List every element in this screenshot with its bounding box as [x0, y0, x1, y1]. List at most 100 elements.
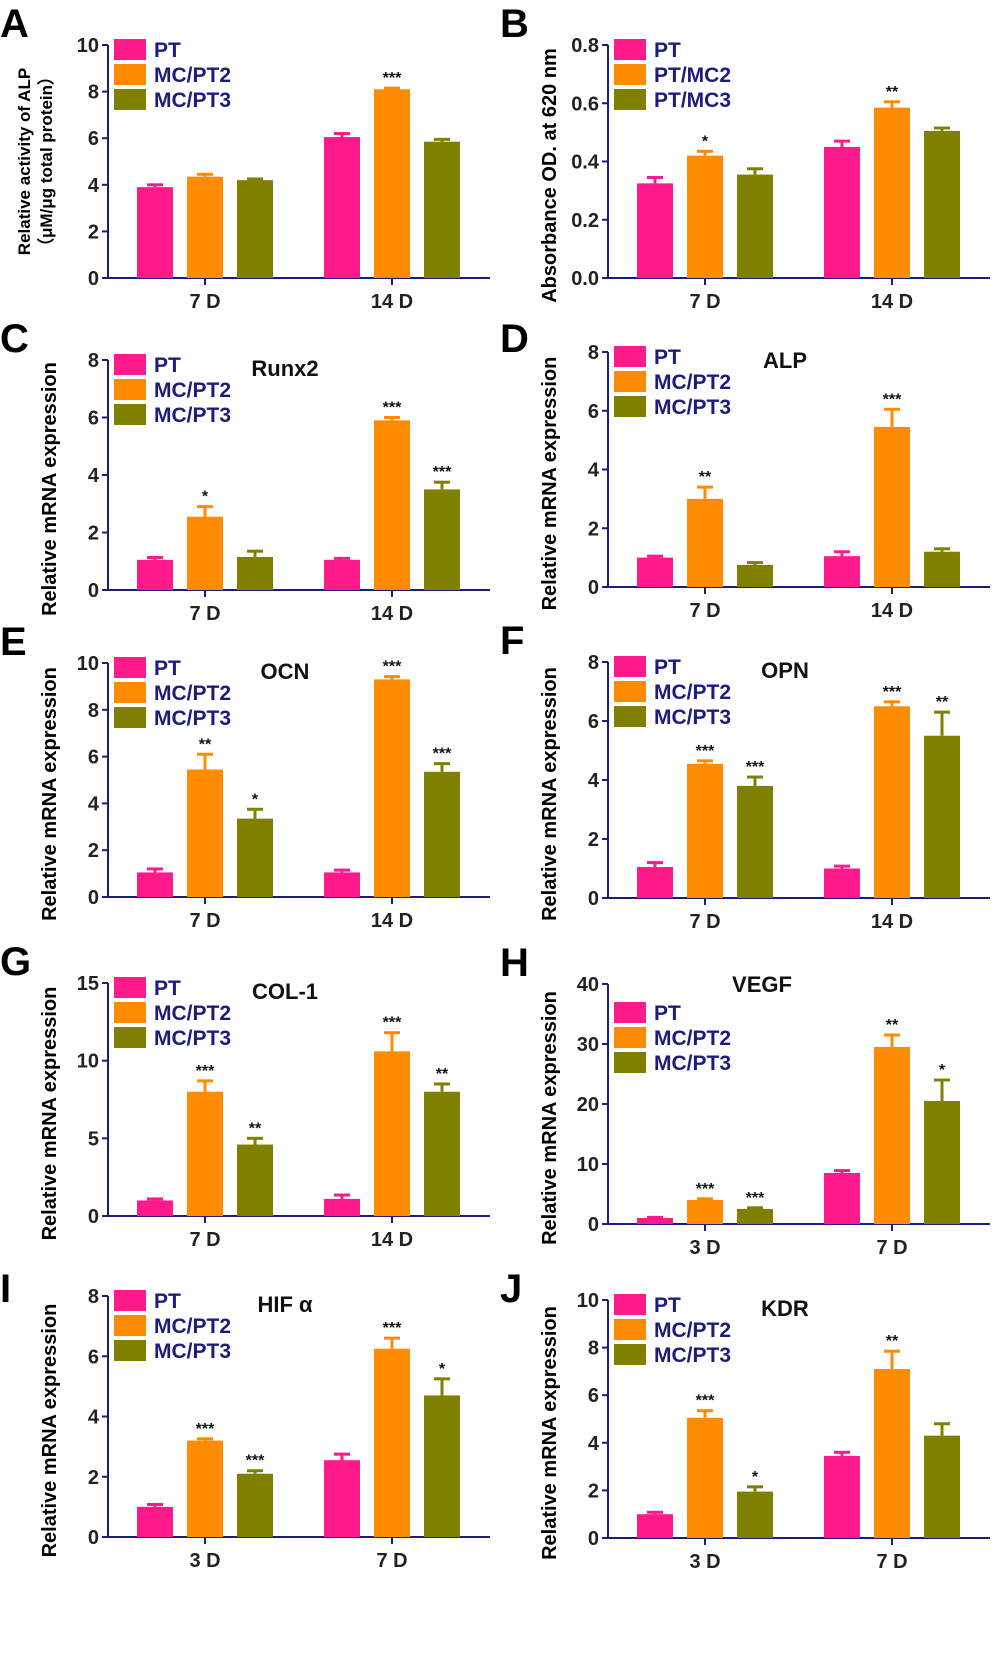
- significance-label: ***: [696, 1393, 715, 1410]
- bar-pt: [824, 556, 860, 587]
- legend-swatch: [614, 706, 646, 727]
- legend-label: PT: [154, 657, 181, 680]
- x-tick-label: 7 D: [876, 1551, 907, 1573]
- y-tick-label: 6: [88, 128, 99, 150]
- legend-swatch: [614, 64, 646, 85]
- significance-label: ***: [746, 1190, 765, 1207]
- bar-mc-pt2: [874, 1047, 910, 1224]
- x-tick-label: 7 D: [189, 1229, 220, 1251]
- legend-swatch: [114, 657, 146, 678]
- bar-mc-pt3: [237, 556, 273, 590]
- panel-I: I Relative mRNA expression 0 2 4 6 8 3 D *** *** 7…: [0, 1267, 500, 1678]
- legend-label: MC/PT3: [154, 89, 231, 112]
- panel-letter: J: [500, 1270, 522, 1311]
- legend-swatch: [114, 1027, 146, 1048]
- x-tick-label: 7 D: [189, 910, 220, 932]
- legend-swatch: [114, 89, 146, 110]
- significance-label: **: [936, 694, 949, 711]
- chart-svg: C Relative mRNA expression 0 2 4 6 8 7 D * 14 D **…: [0, 317, 490, 625]
- legend-swatch: [114, 1002, 146, 1023]
- y-tick-label: 2: [88, 523, 99, 545]
- legend-swatch: [114, 64, 146, 85]
- bar-mc-pt2: [687, 1200, 723, 1224]
- gene-title: COL-1: [252, 979, 318, 1004]
- panel-letter: E: [0, 620, 27, 664]
- bar-mc-pt3: [737, 785, 773, 898]
- y-tick-label: 2: [588, 1480, 599, 1502]
- gene-title: OPN: [761, 658, 809, 683]
- legend-label: MC/PT2: [654, 1027, 731, 1050]
- legend-swatch: [614, 681, 646, 702]
- y-tick-label: 2: [88, 221, 99, 243]
- bar-pt-mc2: [874, 107, 910, 279]
- y-tick-label: 6: [88, 408, 99, 430]
- y-tick-label: 4: [88, 465, 100, 487]
- bar-pt: [137, 872, 173, 897]
- y-tick-label: 5: [88, 1128, 99, 1150]
- legend-label: PT: [154, 1290, 181, 1313]
- panel-letter: G: [0, 940, 31, 984]
- legend-swatch: [614, 1027, 646, 1048]
- y-axis-label: Relative mRNA expression: [539, 357, 561, 611]
- significance-label: *: [752, 1469, 759, 1486]
- x-tick-label: 7 D: [189, 291, 220, 313]
- y-axis-label: Relative activity of ALP: [15, 68, 34, 255]
- chart-svg: D Relative mRNA expression 0 2 4 6 8 7 D ** 14 D *…: [500, 317, 990, 622]
- gene-title: ALP: [763, 348, 807, 373]
- x-tick-label: 7 D: [689, 291, 720, 313]
- legend-label: MC/PT2: [654, 1319, 731, 1342]
- y-tick-label: 0: [588, 1528, 599, 1550]
- panel-G: G Relative mRNA expression 0 5 10 15 7 D *** ** 1…: [0, 940, 500, 1270]
- significance-label: ***: [196, 1063, 215, 1080]
- y-tick-label: 10: [77, 35, 99, 57]
- y-tick-label: 4: [88, 793, 100, 815]
- legend-label: MC/PT2: [154, 1002, 231, 1025]
- significance-label: *: [252, 791, 259, 808]
- y-tick-label: 2: [588, 518, 599, 540]
- panel-letter: H: [500, 941, 529, 985]
- legend-label: PT: [654, 346, 681, 369]
- legend-swatch: [614, 1052, 646, 1073]
- y-tick-label: 0: [588, 888, 599, 910]
- y-axis-label: Relative mRNA expression: [539, 991, 561, 1245]
- y-tick-label: 0.6: [571, 93, 599, 115]
- gene-title: Runx2: [251, 356, 318, 381]
- y-tick-label: 0.0: [571, 268, 599, 290]
- legend-swatch: [114, 977, 146, 998]
- legend-label: MC/PT2: [654, 371, 731, 394]
- y-tick-label: 6: [88, 1346, 99, 1368]
- gene-title: VEGF: [732, 972, 792, 997]
- bar-pt-mc2: [687, 155, 723, 278]
- significance-label: ***: [246, 1453, 265, 1470]
- significance-label: ***: [433, 746, 452, 763]
- bar-pt: [137, 1200, 173, 1216]
- legend-label: MC/PT3: [154, 707, 231, 730]
- y-tick-label: 0.4: [571, 152, 600, 174]
- y-tick-label: 0: [588, 577, 599, 599]
- bar-pt: [637, 1218, 673, 1224]
- y-tick-label: 2: [88, 840, 99, 862]
- legend-swatch: [614, 1319, 646, 1340]
- significance-label: ***: [383, 400, 402, 417]
- legend-label: PT: [654, 656, 681, 679]
- x-tick-label: 3 D: [689, 1237, 720, 1259]
- bar-mc-pt3: [237, 1144, 273, 1216]
- significance-label: ***: [383, 1320, 402, 1337]
- bar-mc-pt3: [924, 551, 960, 587]
- legend-swatch: [114, 39, 146, 60]
- y-tick-label: 20: [577, 1094, 599, 1116]
- chart-svg: F Relative mRNA expression 0 2 4 6 8 7 D *** *** 1…: [500, 619, 990, 933]
- bar-mc-pt3: [424, 771, 460, 897]
- y-tick-label: 2: [88, 1467, 99, 1489]
- significance-label: ***: [883, 684, 902, 701]
- bar-mc-pt3: [237, 818, 273, 897]
- legend-label: MC/PT2: [154, 64, 231, 87]
- y-tick-label: 0: [588, 1214, 599, 1236]
- legend-swatch: [114, 379, 146, 400]
- y-tick-label: 8: [88, 82, 99, 104]
- chart-svg: I Relative mRNA expression 0 2 4 6 8 3 D *** *** 7…: [0, 1267, 490, 1572]
- significance-label: **: [436, 1066, 449, 1083]
- legend-swatch: [614, 346, 646, 367]
- legend-label: PT: [654, 1294, 681, 1317]
- significance-label: **: [886, 84, 899, 101]
